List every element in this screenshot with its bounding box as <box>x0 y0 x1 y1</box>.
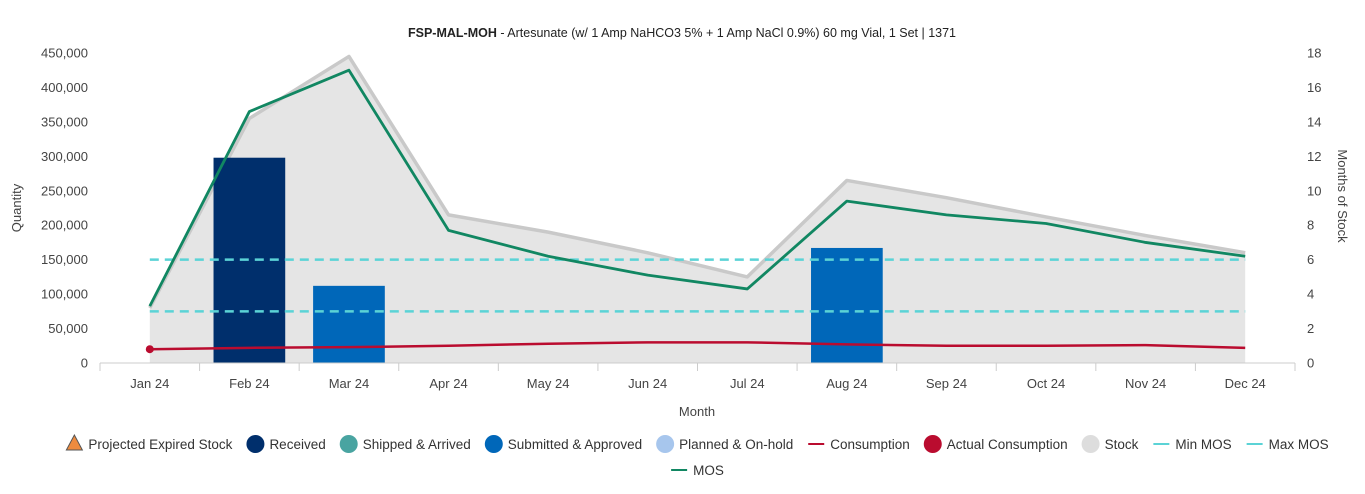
triangle-icon <box>65 433 84 451</box>
y2-tick-label: 2 <box>1307 321 1314 336</box>
x-tick-label: Apr 24 <box>429 376 467 391</box>
legend-item-planned-onhold[interactable]: Planned & On-hold <box>656 435 793 453</box>
legend-item-received[interactable]: Received <box>246 435 326 453</box>
x-tick-label: Mar 24 <box>329 376 369 391</box>
x-tick-label: Jan 24 <box>130 376 169 391</box>
legend-label: Consumption <box>830 437 910 452</box>
legend-label: Received <box>269 437 325 452</box>
x-tick-label: Jun 24 <box>628 376 667 391</box>
y2-tick-label: 6 <box>1307 252 1314 267</box>
legend-label: Submitted & Approved <box>508 437 642 452</box>
y-tick-label: 450,000 <box>41 46 88 61</box>
legend-item-projected-expired-stock[interactable]: Projected Expired Stock <box>65 433 233 452</box>
consumption-line <box>149 341 1246 351</box>
chart-title-description: - Artesunate (w/ 1 Amp NaHCO3 5% + 1 Amp… <box>497 26 956 40</box>
circle-icon <box>484 435 503 453</box>
circle-icon <box>923 435 942 453</box>
legend-label: Stock <box>1105 437 1139 452</box>
x-tick-label: Feb 24 <box>229 376 269 391</box>
chart-title: FSP-MAL-MOH - Artesunate (w/ 1 Amp NaHCO… <box>408 26 956 40</box>
y-axis-title: Quantity <box>9 183 24 232</box>
y-tick-label: 350,000 <box>41 114 88 129</box>
y2-tick-label: 8 <box>1307 218 1314 233</box>
legend-item-min-mos[interactable]: Min MOS <box>1153 437 1232 452</box>
y2-tick-label: 10 <box>1307 183 1321 198</box>
stock-area <box>149 56 1246 363</box>
legend-item-submitted-approved[interactable]: Submitted & Approved <box>484 435 642 453</box>
x-tick-label: Aug 24 <box>826 376 867 391</box>
stock-area-outline <box>148 54 1246 309</box>
legend-label: Min MOS <box>1175 437 1231 452</box>
y2-tick-label: 16 <box>1307 80 1321 95</box>
y-tick-label: 50,000 <box>48 321 88 336</box>
x-axis-title: Month <box>679 404 715 419</box>
y-tick-label: 200,000 <box>41 218 88 233</box>
legend-label: Actual Consumption <box>947 437 1068 452</box>
y-tick-label: 0 <box>81 356 88 371</box>
legend-item-consumption[interactable]: Consumption <box>808 437 910 452</box>
circle-icon <box>1081 435 1100 453</box>
y-tick-label: 250,000 <box>41 183 88 198</box>
lines-layer <box>145 68 1246 354</box>
y2-tick-label: 0 <box>1307 356 1314 371</box>
y-tick-label: 150,000 <box>41 252 88 267</box>
axes: 0 50,000 100,000 150,000 200,000 250,000 300,0… <box>41 46 1321 392</box>
x-tick-label: Jul 24 <box>730 376 765 391</box>
legend-item-actual-consumption[interactable]: Actual Consumption <box>923 435 1068 453</box>
stock-area-layer <box>148 54 1246 363</box>
actual-consumption-point <box>145 345 154 354</box>
y-tick-label: 400,000 <box>41 80 88 95</box>
submitted-approved-bar <box>313 285 385 363</box>
legend-item-shipped-arrived[interactable]: Shipped & Arrived <box>339 435 471 453</box>
legend-item-max-mos[interactable]: Max MOS <box>1246 437 1329 452</box>
y2-axis-title: Months of Stock <box>1335 149 1350 243</box>
y-tick-label: 100,000 <box>41 287 88 302</box>
legend-label: Projected Expired Stock <box>88 437 232 452</box>
legend-label: Max MOS <box>1269 437 1329 452</box>
circle-icon <box>656 435 675 453</box>
circle-icon <box>246 435 265 453</box>
x-tick-label: Nov 24 <box>1125 376 1166 391</box>
legend: Projected Expired Stock Received Shipped &… <box>65 433 1329 478</box>
y-tick-label: 300,000 <box>41 149 88 164</box>
legend-label: Planned & On-hold <box>679 437 793 452</box>
y2-tick-label: 12 <box>1307 149 1321 164</box>
circle-icon <box>339 435 358 453</box>
x-tick-label: Sep 24 <box>926 376 967 391</box>
legend-label: Shipped & Arrived <box>363 437 471 452</box>
mos-line <box>148 68 1246 307</box>
x-tick-label: Oct 24 <box>1027 376 1065 391</box>
legend-item-stock[interactable]: Stock <box>1081 435 1139 453</box>
x-tick-label: Dec 24 <box>1225 376 1266 391</box>
x-tick-label: May 24 <box>527 376 570 391</box>
legend-label: MOS <box>693 463 724 478</box>
chart-title-code: FSP-MAL-MOH <box>408 26 497 40</box>
y2-tick-label: 4 <box>1307 287 1314 302</box>
y2-tick-label: 18 <box>1307 46 1321 61</box>
y2-tick-label: 14 <box>1307 114 1321 129</box>
legend-item-mos[interactable]: MOS <box>671 463 724 478</box>
